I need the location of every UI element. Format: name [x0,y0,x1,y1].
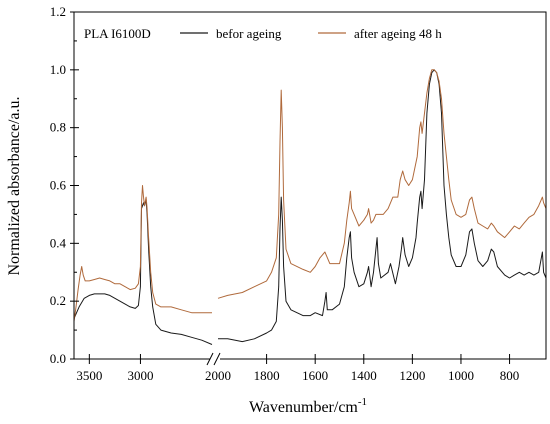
x-tick-label: 3000 [127,368,153,383]
tick-layer: 0.0 0.2 0.4 0.6 0.8 1.0 1.2 3500 3000 2000 1800 160… [50,4,520,383]
y-tick-label: 1.2 [50,4,66,19]
x-tick-label: 1000 [448,368,474,383]
y-axis-title: Normalized absorbance/a.u. [6,96,23,275]
series-line-1-segment-2 [218,69,547,343]
series-line-2-segment-1 [73,185,212,322]
x-axis-title: Wavenumber/cm-1 [249,396,367,416]
y-tick-label: 0.6 [50,178,67,193]
y-tick-label: 0.2 [50,293,66,308]
x-tick-label: 3500 [76,368,102,383]
x-tick-label: 2000 [205,368,231,383]
y-tick-label: 1.0 [50,62,66,77]
y-tick-label: 0.0 [50,351,66,366]
x-axis-title-superscript: -1 [358,396,367,408]
axis-break-gap [210,353,220,365]
legend-label-1: befor ageing [216,26,282,41]
y-tick-label: 0.4 [50,235,67,250]
x-tick-label: 1600 [302,368,328,383]
x-axis-title-text: Wavenumber/cm [249,399,358,416]
axis-break-mark-left [206,352,214,366]
legend: befor ageing after ageing 48 h [180,26,442,41]
axis-break [206,352,221,366]
y-tick-label: 0.8 [50,120,66,135]
x-tick-label: 1800 [254,368,280,383]
x-tick-label: 1400 [351,368,377,383]
series-layer [73,69,547,345]
axis-break-mark-right [213,352,221,366]
sample-label: PLA I6100D [84,26,151,41]
legend-label-2: after ageing 48 h [354,26,442,41]
x-tick-label: 1200 [399,368,425,383]
x-tick-label: 800 [500,368,520,383]
series-line-2-segment-2 [217,69,547,299]
